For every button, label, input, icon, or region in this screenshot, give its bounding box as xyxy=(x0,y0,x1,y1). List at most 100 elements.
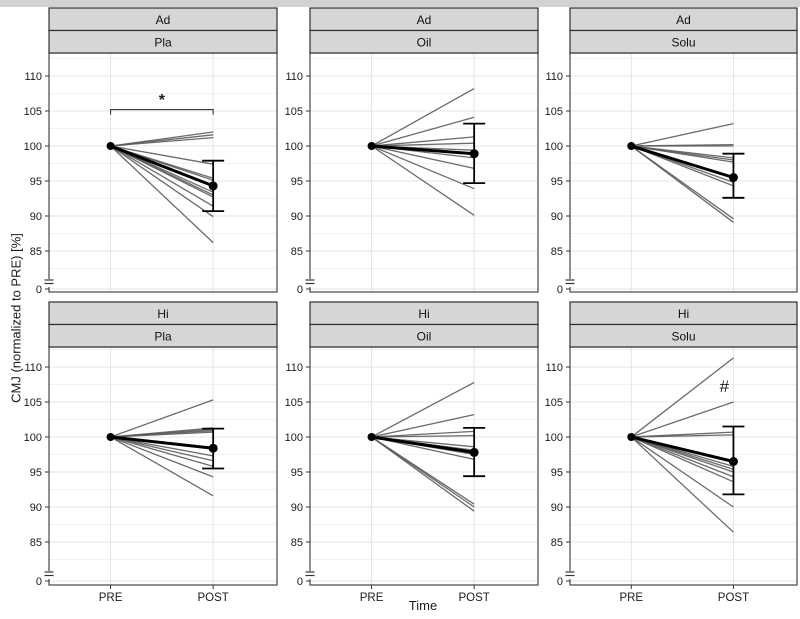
x-tick-label: POST xyxy=(198,592,229,604)
mean-line xyxy=(110,144,214,188)
y-tick-label-zero: 0 xyxy=(36,576,42,588)
y-tick-label-zero: 0 xyxy=(297,284,303,296)
subject-line xyxy=(631,401,734,438)
panel-Hi-Solu: # Hi Solu 110 105 100 95 90 85 0 PRE POST xyxy=(545,301,798,604)
subject-line xyxy=(630,436,734,508)
facet-row-label: Hi xyxy=(418,307,429,321)
x-tick-label: POST xyxy=(459,592,490,604)
x-tick-label: POST xyxy=(718,592,749,604)
significance-hash: # xyxy=(720,377,730,396)
y-tick-label: 100 xyxy=(285,432,303,444)
y-tick-label: 105 xyxy=(545,397,563,409)
facet-col-label: Solu xyxy=(671,329,695,343)
subject-line xyxy=(630,436,734,533)
subject-line xyxy=(110,399,214,438)
facet-col-label: Solu xyxy=(671,35,695,49)
mean-line xyxy=(630,144,734,179)
facet-col-strip xyxy=(309,323,539,348)
y-tick-label: 105 xyxy=(285,106,303,118)
subject-line xyxy=(110,145,214,244)
panel-background xyxy=(310,53,538,292)
y-tick-label: 100 xyxy=(24,141,42,153)
facet-col-label: Oil xyxy=(417,35,432,49)
subject-line xyxy=(110,436,214,462)
y-axis-title: CMJ (normalized to PRE) [%] xyxy=(8,233,24,403)
pre-mean-point xyxy=(106,142,115,150)
y-tick-label: 95 xyxy=(291,176,303,188)
x-tick-label: PRE xyxy=(360,592,384,604)
y-tick-label: 105 xyxy=(285,397,303,409)
y-tick-label: 100 xyxy=(545,141,563,153)
y-tick-label: 110 xyxy=(24,362,42,374)
subject-line xyxy=(110,431,214,438)
y-tick-label: 90 xyxy=(551,502,563,514)
subject-line xyxy=(371,413,475,438)
significance-star: * xyxy=(159,92,166,109)
y-tick-label-zero: 0 xyxy=(557,284,563,296)
panel-background xyxy=(49,347,277,585)
subject-line xyxy=(110,136,214,147)
panel-background xyxy=(570,347,797,585)
facet-col-strip xyxy=(48,29,278,54)
facet-col-label: Pla xyxy=(154,329,172,343)
facet-col-strip xyxy=(309,29,539,54)
pre-mean-point xyxy=(367,433,376,441)
y-tick-label: 110 xyxy=(285,71,303,83)
y-tick-label: 100 xyxy=(24,432,42,444)
y-tick-label: 95 xyxy=(30,467,42,479)
subject-line xyxy=(631,434,734,438)
facet-row-label: Hi xyxy=(678,307,689,321)
panel-Ad-Oil: Ad Oil 110 105 100 95 90 85 0 xyxy=(285,7,539,296)
subject-line xyxy=(631,145,734,163)
y-tick-label: 95 xyxy=(291,467,303,479)
subject-line xyxy=(371,136,475,147)
post-mean-point xyxy=(208,181,218,191)
pre-mean-point xyxy=(367,142,376,150)
top-crop-bar xyxy=(0,0,800,7)
facet-col-strip xyxy=(569,323,798,348)
pre-mean-point xyxy=(627,433,636,441)
y-tick-label: 90 xyxy=(291,211,303,223)
subject-line xyxy=(110,145,214,218)
subject-line xyxy=(631,436,734,473)
y-tick-label: 95 xyxy=(30,176,42,188)
facet-row-label: Ad xyxy=(417,13,432,27)
panel-background xyxy=(310,347,538,585)
y-tick-label: 90 xyxy=(30,211,42,223)
subject-line xyxy=(371,88,475,147)
subject-line xyxy=(371,142,475,147)
y-tick-label: 105 xyxy=(24,106,42,118)
subject-line xyxy=(630,357,734,438)
subject-line xyxy=(371,436,475,512)
subject-line xyxy=(371,145,475,170)
subject-line xyxy=(371,145,475,190)
y-tick-label: 85 xyxy=(30,537,42,549)
panel-background xyxy=(570,53,797,292)
y-tick-label: 105 xyxy=(545,106,563,118)
y-tick-label: 85 xyxy=(30,246,42,258)
mean-line xyxy=(110,435,214,450)
y-tick-label: 85 xyxy=(291,246,303,258)
post-mean-point xyxy=(208,443,218,453)
x-axis-title: Time xyxy=(408,598,438,613)
subject-line xyxy=(110,145,214,207)
panel-Ad-Solu: Ad Solu 110 105 100 95 90 85 0 xyxy=(545,7,798,296)
subject-line xyxy=(371,381,475,438)
subject-line xyxy=(371,116,475,147)
y-tick-label: 110 xyxy=(545,362,563,374)
subject-line xyxy=(110,436,214,478)
y-tick-label: 85 xyxy=(291,537,303,549)
subject-line xyxy=(630,145,734,223)
subject-line xyxy=(371,145,475,216)
y-tick-label: 110 xyxy=(545,71,563,83)
facet-col-label: Pla xyxy=(154,35,172,49)
panel-Ad-Pla: * Ad Pla 110 105 100 95 90 85 0 xyxy=(24,7,278,296)
subject-line xyxy=(631,436,734,483)
subject-line xyxy=(631,436,734,478)
subject-line xyxy=(110,145,214,165)
facet-col-strip xyxy=(48,323,278,348)
post-mean-point xyxy=(469,149,479,159)
y-tick-label-zero: 0 xyxy=(557,576,563,588)
y-tick-label: 90 xyxy=(30,502,42,514)
y-tick-label: 105 xyxy=(24,397,42,409)
